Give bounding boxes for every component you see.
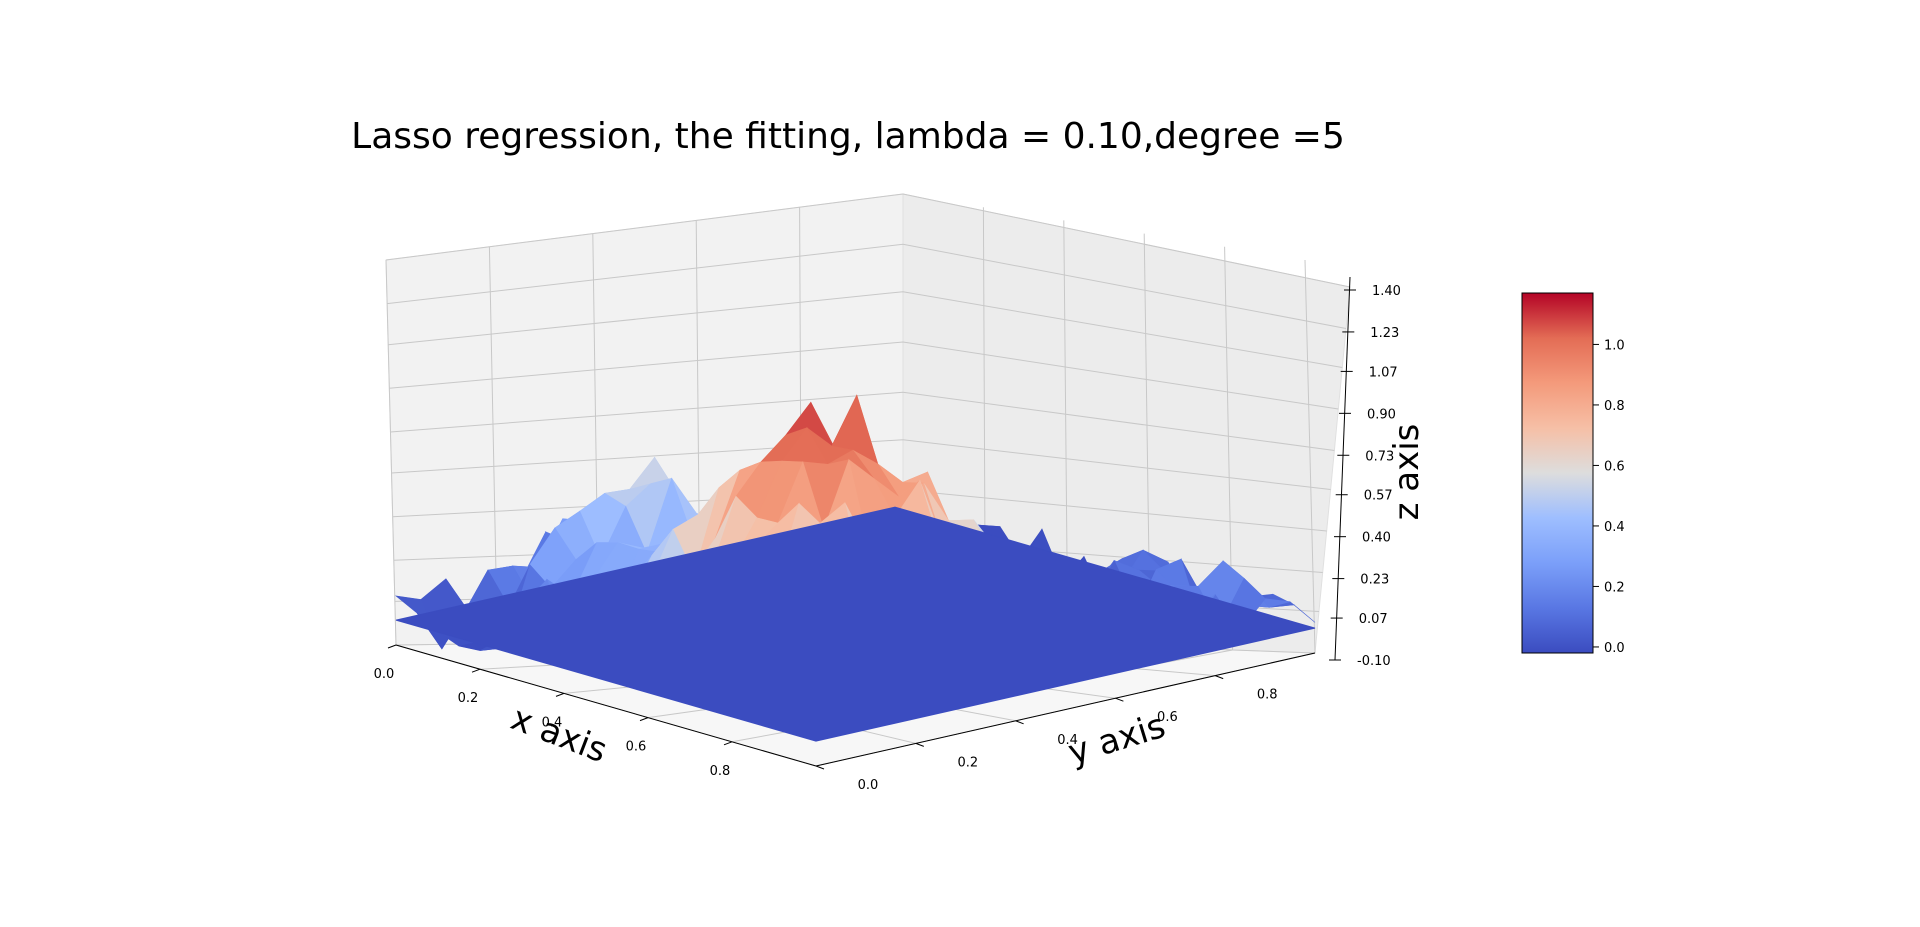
wall-grid-y (385, 259, 397, 646)
wall-grid-z (385, 193, 1351, 288)
y-tick (915, 742, 924, 747)
z-tick-label: -0.10 (1357, 654, 1391, 669)
x-tick-label: 0.4 (542, 715, 563, 730)
x-axis-label: x axis (506, 698, 613, 771)
colorbar-tick-label: 0.0 (1604, 641, 1625, 656)
z-tick-label: 0.73 (1365, 449, 1394, 464)
x-tick-label: 0.2 (458, 691, 479, 706)
x-tick (639, 717, 649, 722)
wall-grid-x (1304, 259, 1316, 654)
y-tick-labels: 0.0 0.2 0.4 0.6 0.8 (815, 675, 1278, 793)
z-tick-label: 0.07 (1359, 612, 1388, 627)
z-tick-label: 0.40 (1362, 531, 1391, 546)
axes-lines (395, 276, 1351, 767)
z-tick-label: 0.90 (1367, 407, 1396, 422)
x-axis-line (395, 644, 817, 767)
wall-grid-z (389, 341, 1339, 410)
z-tick-label: 0.23 (1360, 573, 1389, 588)
colorbar-ticks: 0.0 0.2 0.4 0.6 0.8 1.0 (1593, 338, 1625, 656)
y-tick (1015, 720, 1024, 725)
x-tick (555, 692, 565, 697)
x-tick (387, 644, 397, 649)
x-tick-label: 0.6 (626, 740, 647, 755)
z-tick-label: 1.23 (1370, 326, 1399, 341)
y-tick (815, 765, 825, 770)
y-tick-label: 0.0 (858, 778, 879, 793)
z-tick-label: 1.40 (1372, 284, 1401, 299)
x-tick-label: 0.8 (710, 764, 731, 779)
wall-grid-z (388, 291, 1343, 368)
z-axis-line (1334, 276, 1351, 661)
y-tick-label: 0.4 (1057, 733, 1078, 748)
wall-grid-z (387, 243, 1347, 329)
colorbar-tick-label: 0.2 (1604, 580, 1625, 595)
y-axis-label: y axis (1064, 706, 1170, 773)
y-tick-label: 0.6 (1157, 710, 1178, 725)
colorbar-tick-label: 0.8 (1604, 399, 1625, 414)
y-axis-line (815, 652, 1316, 767)
colorbar (1521, 292, 1594, 654)
colorbar-tick-label: 1.0 (1604, 338, 1625, 353)
fitted-plane (395, 506, 1316, 742)
z-tick-label: 0.57 (1364, 489, 1393, 504)
chart-title: Lasso regression, the fitting, lambda = … (351, 116, 1345, 157)
x-tick-label: 0.0 (374, 667, 395, 682)
z-tick-label: 1.07 (1369, 365, 1398, 380)
x-tick (471, 668, 481, 673)
wall-grid-z (390, 391, 1335, 451)
y-tick (1115, 697, 1124, 702)
z-axis-label: z axis (1387, 424, 1427, 521)
colorbar-tick-label: 0.6 (1604, 459, 1625, 474)
y-tick (1215, 675, 1224, 680)
plane-facet (395, 506, 1316, 742)
wall-grid-z (391, 439, 1331, 490)
x-tick (723, 741, 733, 746)
z-tick-labels: -0.10 0.07 0.23 0.40 0.57 0.73 0.90 1.07 1.23 1.4… (1329, 284, 1401, 669)
y-tick-label: 0.8 (1257, 688, 1278, 703)
y-tick-label: 0.2 (957, 755, 978, 770)
x-tick-labels: 0.0 0.2 0.4 0.6 0.8 (374, 644, 733, 779)
colorbar-tick-label: 0.4 (1604, 520, 1625, 535)
